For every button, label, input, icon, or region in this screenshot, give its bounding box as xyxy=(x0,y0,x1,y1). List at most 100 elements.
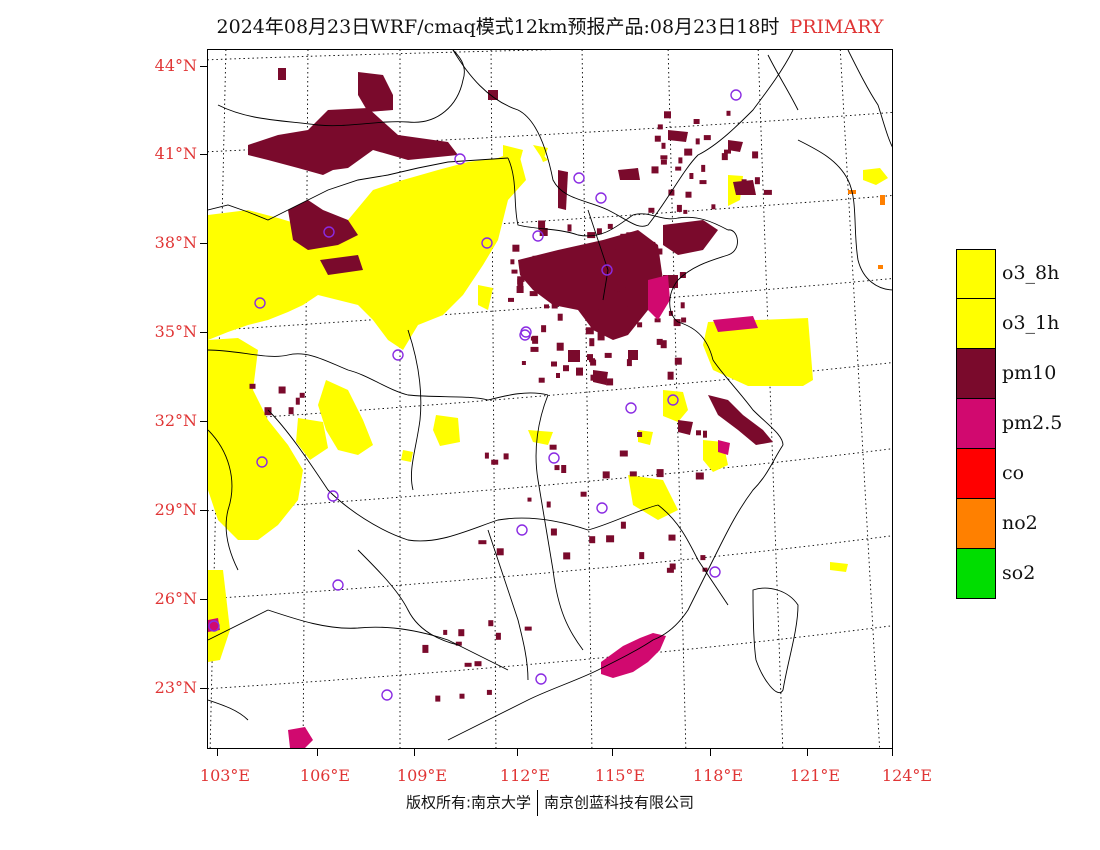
latitude-label: 26°N xyxy=(154,589,197,608)
latitude-tick xyxy=(200,688,207,689)
pm10-cell xyxy=(510,259,515,265)
pm10-cell xyxy=(541,268,546,275)
longitude-tick xyxy=(612,749,613,756)
pm10-cell xyxy=(538,220,546,229)
legend-swatch xyxy=(956,349,996,399)
pm10-cell xyxy=(617,281,622,287)
city-station-marker xyxy=(327,490,339,502)
city-station-marker xyxy=(601,264,613,276)
pm10-cell xyxy=(680,302,685,309)
longitude-label: 115°E xyxy=(594,766,646,785)
legend-swatch xyxy=(956,249,996,299)
pm10-cell xyxy=(726,110,731,116)
pm10-cell xyxy=(664,111,671,119)
pm10-cell xyxy=(589,338,595,347)
forecast-map xyxy=(207,49,893,749)
pm10-cell xyxy=(626,359,632,367)
pm10-cell xyxy=(496,548,504,556)
pm10-cell xyxy=(587,232,596,239)
title-tag: PRIMARY xyxy=(789,16,884,38)
pm10-cell xyxy=(571,276,576,284)
city-station-marker xyxy=(516,524,528,536)
pm10-cell xyxy=(557,276,563,282)
pm10-cell xyxy=(508,297,514,302)
pm10-cell xyxy=(580,255,587,260)
pm10-cell xyxy=(683,209,688,214)
pm10-cell xyxy=(678,157,683,164)
pm10-cell xyxy=(532,255,539,260)
pm10-cell xyxy=(554,465,560,471)
longitude-label: 106°E xyxy=(299,766,351,785)
legend-item: pm10 xyxy=(956,349,1086,399)
city-station-marker xyxy=(573,172,585,184)
legend-item: co xyxy=(956,449,1086,499)
pm10-cell xyxy=(576,367,583,376)
city-station-marker xyxy=(256,456,268,468)
pm10-cell xyxy=(606,535,615,543)
longitude-label: 109°E xyxy=(396,766,448,785)
longitude-tick xyxy=(710,749,711,756)
pm10-cell xyxy=(556,373,560,378)
pm10-cell xyxy=(650,241,656,246)
pm10-cell xyxy=(606,378,614,386)
pm10-cell xyxy=(629,471,637,477)
pm10-cell xyxy=(422,644,429,653)
pm10-cell xyxy=(607,223,613,229)
pm10-cell xyxy=(667,371,674,380)
pm10-cell xyxy=(625,282,633,290)
pm10-cell xyxy=(495,632,501,640)
city-station-marker xyxy=(208,620,220,632)
pm10-cell xyxy=(435,695,441,702)
pm10-cell xyxy=(278,386,286,394)
pm10-cell xyxy=(551,303,558,309)
pm10-cell xyxy=(627,299,636,307)
city-station-marker xyxy=(332,579,344,591)
legend-item: so2 xyxy=(956,549,1086,599)
pm10-cell xyxy=(668,189,675,196)
pm10-cell xyxy=(676,204,682,212)
pm10-cell xyxy=(583,308,591,314)
pm10-cell xyxy=(651,166,659,174)
city-station-marker xyxy=(323,226,335,238)
legend-swatch xyxy=(956,399,996,449)
longitude-tick xyxy=(892,749,893,756)
pm10-cell xyxy=(478,540,487,545)
pm10-cell xyxy=(608,310,613,317)
longitude-label: 121°E xyxy=(789,766,841,785)
pm10-cell xyxy=(657,124,663,130)
pm10-cell xyxy=(288,407,294,415)
pm10-cell xyxy=(637,432,643,437)
pm10-cell xyxy=(660,155,668,160)
legend-item: o3_8h xyxy=(956,249,1086,299)
pm10-cell xyxy=(661,142,666,149)
legend-item: pm2.5 xyxy=(956,399,1086,449)
city-station-marker xyxy=(730,89,742,101)
pm10-cell xyxy=(619,450,628,457)
pm10-cell xyxy=(673,319,681,327)
pm10-cell xyxy=(563,552,571,560)
footer-separator xyxy=(537,790,539,816)
latitude-label: 23°N xyxy=(154,678,197,697)
pm10-cell xyxy=(681,317,687,323)
pm10-cell xyxy=(587,280,594,289)
legend-swatch xyxy=(956,449,996,499)
pm10-cell xyxy=(613,290,618,299)
pm10-cell xyxy=(561,465,567,473)
pm10-cell xyxy=(486,689,492,695)
pm10-cell xyxy=(459,693,465,699)
legend-swatch xyxy=(956,299,996,349)
copyright-text: 版权所有:南京大学 xyxy=(405,793,532,812)
pm10-cell xyxy=(595,260,602,267)
pm10-cell xyxy=(590,374,599,381)
pm10-cell xyxy=(503,453,509,460)
pm10-cell xyxy=(551,361,557,367)
pm10-cell xyxy=(555,257,563,263)
pm10-cell xyxy=(488,620,494,627)
pm10-cell xyxy=(604,352,612,358)
legend-label: pm2.5 xyxy=(1002,412,1063,434)
latitude-label: 44°N xyxy=(154,56,197,75)
city-station-marker xyxy=(595,192,607,204)
pm10-cell xyxy=(590,359,597,366)
pm10-cell xyxy=(458,629,465,637)
legend-item: no2 xyxy=(956,499,1086,549)
